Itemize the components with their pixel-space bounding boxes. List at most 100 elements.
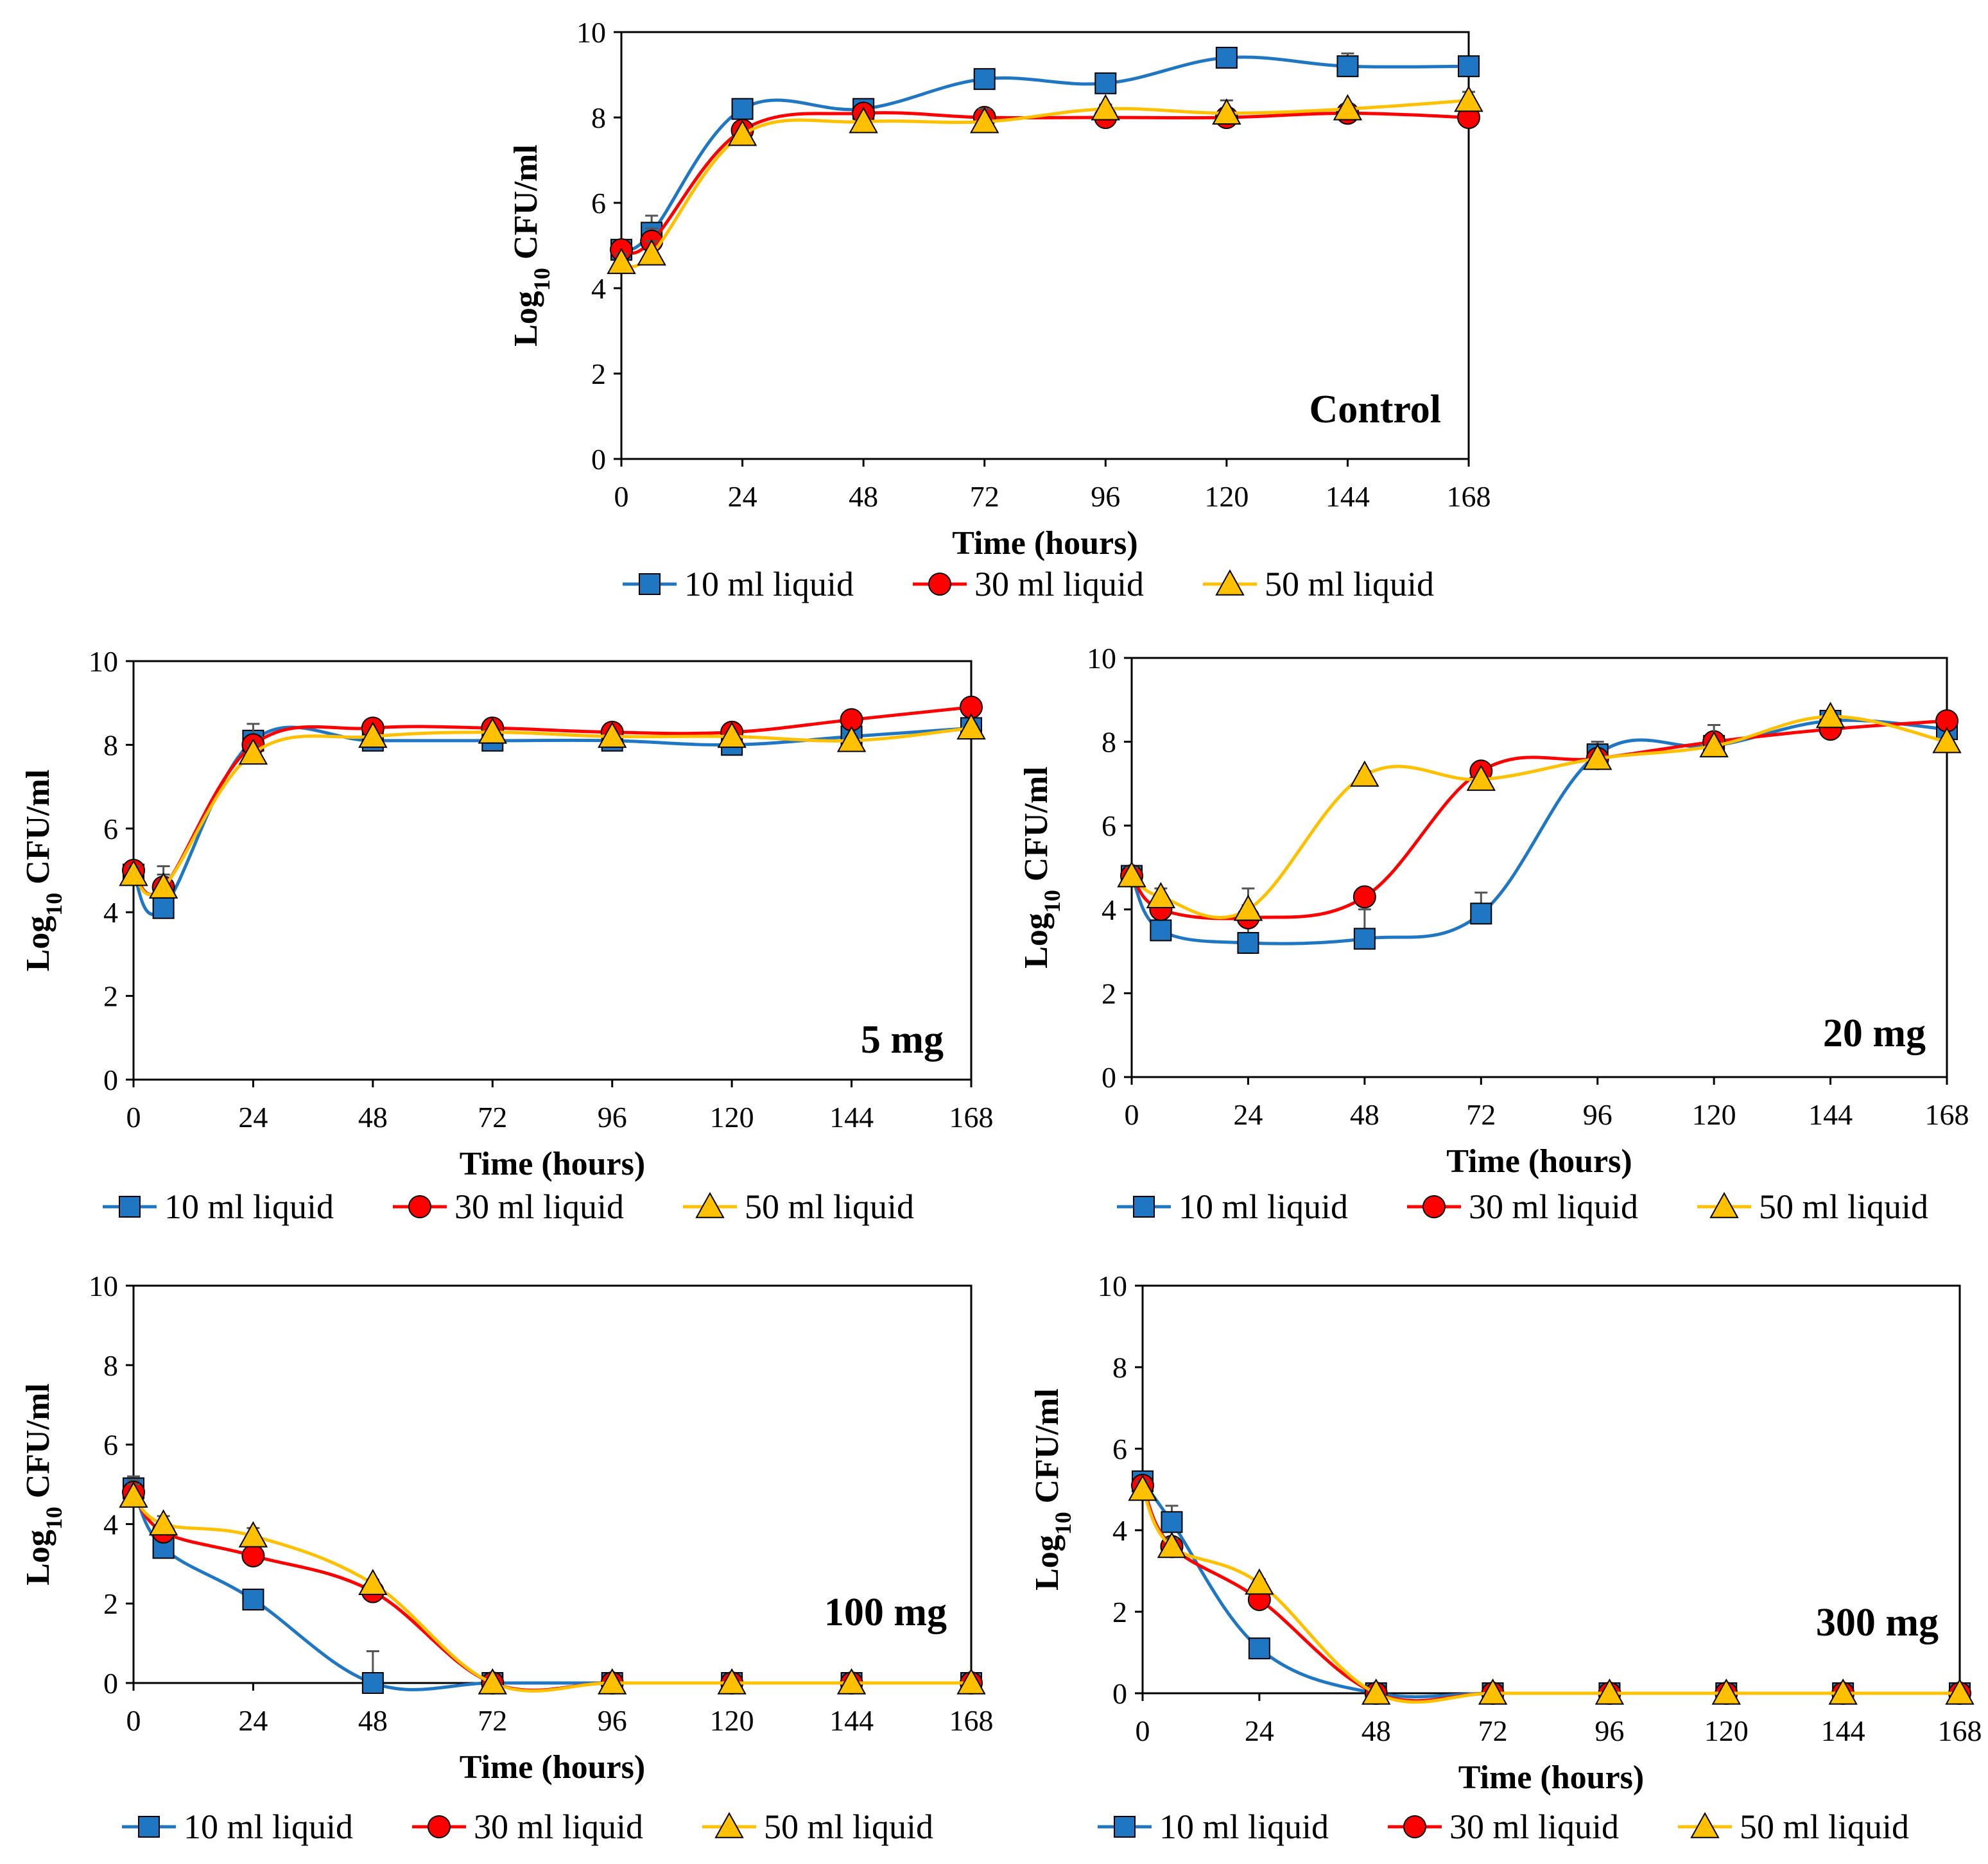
y-tick-label: 0: [103, 1667, 118, 1700]
legend-entry: 30 ml liquid: [454, 1187, 624, 1226]
x-tick-label: 72: [478, 1101, 507, 1134]
legend-marker: [428, 1815, 451, 1838]
x-tick-label: 96: [1595, 1714, 1624, 1747]
data-point: [1248, 1637, 1270, 1660]
data-point: [1212, 98, 1241, 125]
data-point: [1458, 55, 1480, 78]
data-point: [1237, 932, 1259, 954]
x-tick-label: 120: [1204, 480, 1249, 513]
x-tick-label: 24: [1233, 1098, 1263, 1131]
legend-entry: 30 ml liquid: [1469, 1187, 1638, 1226]
data-point: [1454, 85, 1483, 112]
x-tick-label: 168: [1925, 1098, 1969, 1131]
y-tick-label: 2: [103, 980, 118, 1013]
legend-entry: 30 ml liquid: [1449, 1808, 1619, 1846]
data-point: [1945, 1678, 1975, 1705]
legend-entry: 30 ml liquid: [474, 1808, 643, 1846]
x-tick-label: 24: [1245, 1714, 1274, 1747]
x-tick-label: 48: [1361, 1714, 1391, 1747]
data-point: [1091, 94, 1120, 121]
data-point: [731, 98, 754, 120]
x-tick-label: 0: [126, 1101, 141, 1134]
legend-marker: [639, 573, 661, 595]
legend-marker: [714, 1811, 744, 1838]
y-axis-title: Log10 CFU/ml: [20, 770, 67, 972]
y-tick-label: 0: [591, 443, 606, 476]
legend-marker: [1133, 1196, 1155, 1218]
y-tick-label: 2: [103, 1587, 118, 1620]
x-tick-label: 0: [1125, 1098, 1139, 1131]
x-axis-title: Time (hours): [1458, 1759, 1644, 1796]
panel-label: 5 mg: [861, 1018, 944, 1062]
panel-label: Control: [1309, 388, 1441, 431]
x-tick-label: 168: [1447, 480, 1491, 513]
legend-entry: 50 ml liquid: [1759, 1187, 1928, 1226]
legend-entry: 50 ml liquid: [1265, 565, 1434, 603]
data-point: [119, 859, 148, 886]
legend-marker: [1690, 1811, 1720, 1838]
data-point: [727, 119, 757, 146]
legend: 10 ml liquid 30 ml liquid 50 ml liquid: [122, 1808, 933, 1846]
x-axis-title: Time (hours): [952, 525, 1137, 562]
y-tick-label: 6: [1102, 809, 1116, 842]
y-tick-label: 6: [591, 187, 606, 220]
data-point: [836, 725, 867, 752]
data-point: [358, 721, 388, 748]
y-axis-title: Log10 CFU/ml: [1029, 1388, 1076, 1591]
data-point: [598, 721, 627, 748]
y-tick-label: 10: [89, 1270, 118, 1302]
data-point: [1583, 743, 1612, 770]
data-point: [1353, 928, 1376, 950]
data-point: [1245, 1568, 1274, 1595]
legend-marker: [928, 573, 951, 596]
legend: 10 ml liquid 30 ml liquid 50 ml liquid: [1098, 1808, 1909, 1846]
data-point: [1128, 1474, 1157, 1501]
x-tick-label: 168: [1938, 1714, 1982, 1747]
x-tick-label: 24: [238, 1101, 268, 1134]
data-point: [148, 1509, 178, 1536]
y-tick-label: 10: [1098, 1270, 1127, 1302]
x-tick-label: 72: [1478, 1714, 1508, 1747]
data-point: [1094, 72, 1117, 94]
data-point: [1699, 731, 1729, 757]
data-point: [637, 239, 666, 266]
legend-marker: [1422, 1195, 1446, 1218]
data-point: [152, 897, 175, 919]
legend-marker: [138, 1816, 160, 1838]
x-tick-label: 48: [358, 1101, 388, 1134]
y-tick-label: 4: [103, 896, 118, 929]
legend-marker: [1215, 569, 1245, 596]
data-point: [361, 1672, 384, 1694]
data-point: [1333, 94, 1363, 121]
legend-marker: [695, 1191, 725, 1218]
y-tick-label: 8: [591, 101, 606, 134]
legend-marker: [408, 1195, 431, 1218]
x-axis-title: Time (hours): [1446, 1143, 1632, 1180]
legend-entry: 10 ml liquid: [1159, 1808, 1329, 1846]
legend-marker: [1403, 1815, 1426, 1838]
data-point: [238, 738, 268, 765]
data-point: [1470, 902, 1492, 925]
x-tick-label: 168: [949, 1704, 994, 1737]
x-tick-label: 120: [710, 1704, 754, 1737]
x-tick-label: 168: [949, 1101, 994, 1134]
y-tick-label: 0: [1112, 1677, 1127, 1710]
legend-marker: [1709, 1191, 1739, 1218]
legend-marker: [1114, 1816, 1136, 1838]
data-point: [358, 1569, 388, 1596]
x-axis-title: Time (hours): [460, 1146, 645, 1182]
y-tick-label: 2: [591, 358, 606, 390]
data-point: [607, 248, 636, 274]
x-tick-label: 144: [1821, 1714, 1865, 1747]
series-line: [620, 55, 1469, 252]
data-point: [1146, 882, 1176, 909]
legend-entry: 10 ml liquid: [164, 1187, 334, 1226]
data-point: [148, 872, 178, 899]
x-tick-label: 144: [829, 1101, 874, 1134]
data-point: [717, 1668, 747, 1695]
series-line: [1130, 718, 1948, 945]
